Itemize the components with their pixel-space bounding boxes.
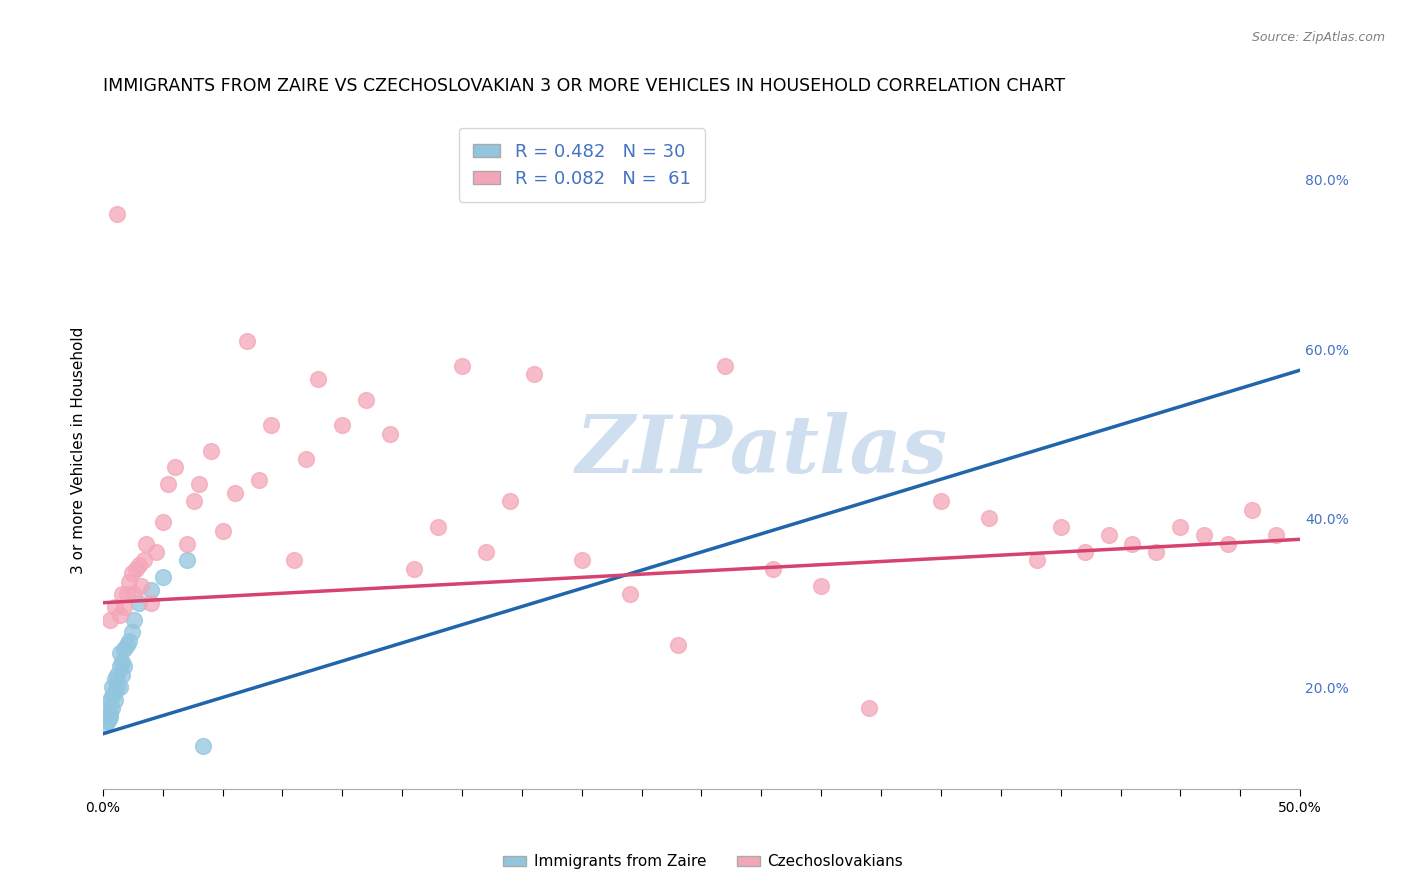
Point (129, 579, 152, 593)
Point (183, 494, 205, 508)
Point (193, 739, 215, 754)
Point (118, 574, 141, 589)
Point (132, 553, 155, 567)
Point (101, 701, 124, 715)
Point (108, 659, 131, 673)
Point (356, 392, 378, 407)
Point (156, 477, 179, 491)
Point (108, 680, 131, 694)
Point (1121, 536, 1143, 550)
Point (98, 710, 121, 724)
Point (1265, 528, 1288, 542)
Point (115, 587, 138, 601)
Point (259, 418, 281, 433)
Point (108, 647, 131, 661)
Point (929, 494, 952, 508)
Point (666, 638, 689, 652)
Point (97, 701, 120, 715)
Point (211, 524, 233, 538)
Point (135, 536, 157, 550)
Point (1144, 545, 1167, 559)
Point (122, 613, 145, 627)
Legend: Immigrants from Zaire, Czechoslovakians: Immigrants from Zaire, Czechoslovakians (496, 848, 910, 875)
Point (139, 582, 162, 597)
Point (224, 485, 246, 500)
Point (118, 633, 141, 648)
Point (1241, 502, 1264, 516)
Point (152, 570, 174, 584)
Point (128, 596, 150, 610)
Point (1194, 528, 1216, 542)
Point (98, 693, 121, 707)
Point (98, 706, 121, 720)
Point (121, 625, 143, 640)
Point (810, 579, 832, 593)
Point (145, 545, 167, 559)
Point (128, 558, 150, 572)
Point (105, 667, 128, 681)
Point (427, 519, 450, 533)
Point (176, 553, 198, 567)
Point (111, 667, 134, 681)
Point (200, 443, 222, 458)
Point (176, 536, 198, 550)
Point (330, 418, 353, 433)
Point (380, 426, 402, 441)
Point (523, 368, 546, 382)
Point (121, 566, 143, 581)
Point (619, 587, 641, 601)
Point (104, 672, 127, 686)
Point (977, 511, 1000, 525)
Point (295, 452, 318, 467)
Point (108, 608, 131, 623)
Point (1049, 519, 1071, 533)
Text: ZIPatlas: ZIPatlas (575, 412, 948, 490)
Point (105, 207, 128, 221)
Point (762, 562, 785, 576)
Point (247, 473, 270, 487)
Point (114, 659, 136, 673)
Point (94, 718, 117, 732)
Point (104, 599, 127, 614)
Point (1025, 553, 1047, 567)
Point (235, 334, 257, 348)
Point (307, 371, 329, 385)
Point (163, 460, 186, 475)
Text: IMMIGRANTS FROM ZAIRE VS CZECHOSLOVAKIAN 3 OR MORE VEHICLES IN HOUSEHOLD CORRELA: IMMIGRANTS FROM ZAIRE VS CZECHOSLOVAKIAN… (103, 78, 1064, 95)
Point (571, 553, 593, 567)
Point (122, 587, 145, 601)
Point (104, 684, 127, 698)
Point (114, 599, 136, 614)
Point (111, 655, 134, 669)
Point (475, 545, 498, 559)
Y-axis label: 3 or more Vehicles in Household: 3 or more Vehicles in Household (72, 326, 86, 574)
Point (125, 562, 148, 576)
Text: Source: ZipAtlas.com: Source: ZipAtlas.com (1251, 31, 1385, 45)
Point (97, 714, 120, 728)
Point (115, 638, 138, 652)
Point (98, 613, 121, 627)
Point (451, 359, 474, 373)
Point (404, 562, 426, 576)
Point (105, 680, 128, 694)
Point (114, 642, 136, 657)
Point (152, 516, 174, 530)
Point (101, 689, 124, 703)
Point (283, 553, 305, 567)
Point (1218, 536, 1240, 550)
Point (1097, 528, 1119, 542)
Legend: R = 0.482   N = 30, R = 0.082   N =  61: R = 0.482 N = 30, R = 0.082 N = 61 (458, 128, 704, 202)
Point (1170, 519, 1192, 533)
Point (1073, 545, 1095, 559)
Point (187, 477, 209, 491)
Point (104, 693, 127, 707)
Point (101, 680, 124, 694)
Point (139, 596, 162, 610)
Point (858, 701, 880, 715)
Point (111, 587, 134, 601)
Point (499, 494, 522, 508)
Point (714, 359, 737, 373)
